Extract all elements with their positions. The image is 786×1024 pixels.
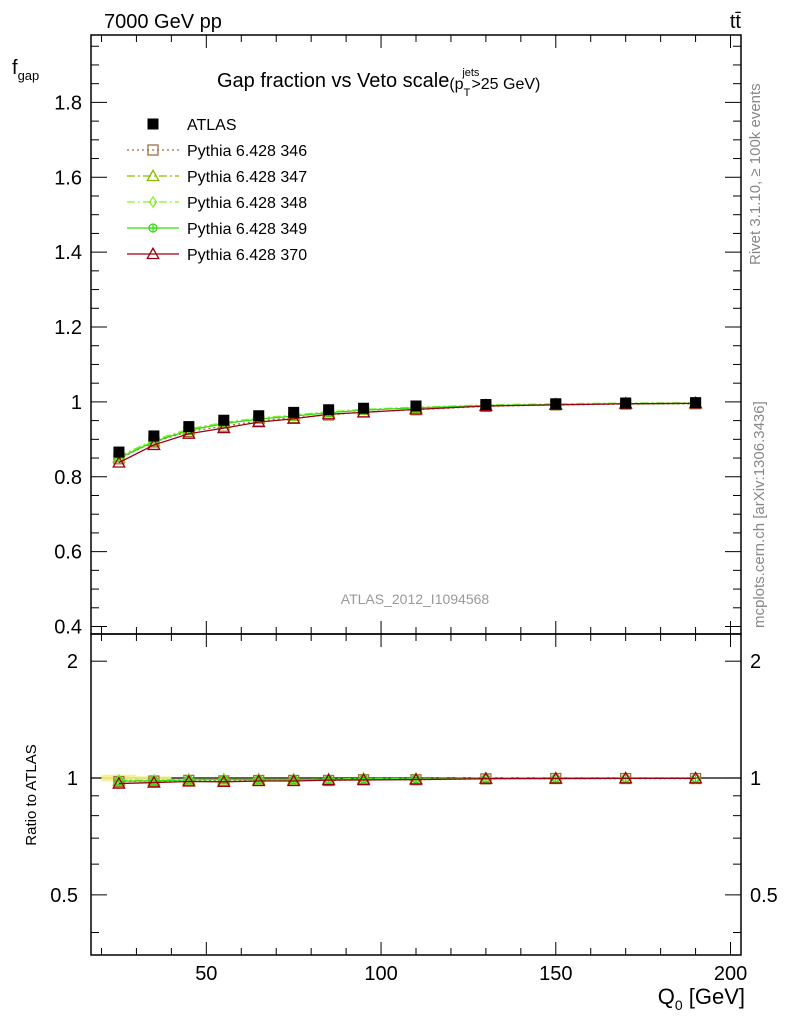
y-axis-label: fgap (12, 57, 39, 83)
y-tick-label: 0.4 (54, 617, 82, 639)
legend-label: Pythia 6.428 346 (187, 143, 307, 160)
rivet-label: Rivet 3.1.10, ≥ 100k events (747, 83, 764, 265)
x-axis-label-main: Q (658, 984, 675, 1009)
ratio-series-point (112, 776, 126, 789)
series-line (118, 402, 696, 464)
legend-entry: Pythia 6.428 349 (127, 221, 307, 238)
series-point (147, 437, 161, 451)
legend-marker (146, 246, 160, 260)
x-axis-label: Q0 [GeV] (658, 984, 745, 1013)
legend-entry: Pythia 6.428 370 (127, 246, 307, 264)
ratio-series-point (181, 774, 196, 787)
ratio-series-line (118, 777, 696, 785)
data-point (550, 398, 562, 410)
y-tick-label: 0.6 (54, 542, 82, 564)
x-tick-label: 100 (364, 963, 397, 985)
legend-label: Pythia 6.428 348 (187, 195, 307, 212)
ratio-tick-label-left: 2 (67, 651, 78, 673)
legend-entry: Pythia 6.428 346 (127, 143, 307, 160)
energy-label: 7000 GeV pp (104, 11, 222, 33)
legend-label: ATLAS (187, 117, 237, 134)
ratio-series-point (147, 775, 161, 788)
x-tick-label: 50 (195, 963, 217, 985)
data-point (410, 400, 422, 412)
data-point (620, 397, 632, 409)
legend-entry: Pythia 6.428 347 (127, 168, 307, 186)
series-point (112, 455, 126, 468)
x-axis-label-unit: [GeV] (683, 984, 745, 1009)
series-point (216, 421, 231, 434)
ratio-panel-frame (90, 633, 742, 956)
series-line (118, 401, 696, 457)
legend-marker (147, 144, 159, 156)
data-series (113, 397, 702, 458)
x-tick-label: 200 (714, 963, 747, 985)
title-condition-sup: jets (461, 67, 480, 79)
data-point (253, 410, 265, 422)
x-axis-label-sub: 0 (675, 997, 683, 1013)
ratio-series-point (688, 771, 703, 784)
title-condition-sub: T (464, 87, 471, 99)
axes-group: 50 100 150 200 0.4 0.6 0.8 1 1.2 1.4 1.6 1.8 0.5 0.5 1… (50, 35, 778, 985)
y-tick-label: 1 (71, 392, 82, 414)
y-axis-label-main: f (12, 57, 18, 79)
legend-label: Pythia 6.428 347 (187, 169, 307, 186)
data-point (358, 402, 370, 414)
series-line (118, 402, 696, 458)
legend-marker (148, 195, 158, 209)
ratio-series-point (409, 772, 423, 785)
ratio-series-point (286, 773, 301, 787)
title-condition-suffix: >25 GeV) (471, 76, 540, 93)
ratio-series-point (618, 771, 633, 784)
ratio-tick-label-right: 1 (750, 768, 761, 790)
legend-marker (146, 168, 160, 182)
ratio-tick-label-left: 0.5 (50, 885, 78, 907)
data-point (288, 406, 300, 418)
analysis-watermark: ATLAS_2012_I1094568 (341, 591, 490, 607)
ratio-series-point (251, 773, 266, 787)
ratio-series-point (216, 774, 231, 787)
series-point (251, 415, 266, 428)
legend: ATLAS Pythia 6.428 346 Pythia 6.428 347 Pyt… (127, 117, 307, 264)
ratio-series-point (356, 772, 371, 786)
data-point (148, 430, 160, 442)
legend-entry: ATLAS (147, 117, 237, 134)
title-condition-prefix: (p (449, 76, 463, 93)
mcplots-label: mcplots.cern.ch [arXiv:1306.3436] (751, 401, 768, 628)
chart-title: Gap fraction vs Veto scale(pTjets >25 GeV… (217, 67, 540, 99)
ratio-y-axis-label: Ratio to ATLAS (23, 744, 40, 845)
data-point (323, 404, 335, 416)
data-point (183, 421, 195, 433)
chart-title-main: Gap fraction vs Veto scale (217, 70, 449, 92)
ratio-series-point (479, 771, 493, 784)
series-group (112, 395, 703, 789)
x-tick-label: 150 (539, 963, 572, 985)
ratio-tick-label-left: 1 (67, 768, 78, 790)
y-tick-label: 1.8 (54, 92, 82, 114)
y-tick-label: 1.4 (54, 242, 82, 264)
data-point (480, 399, 492, 411)
legend-marker (148, 223, 158, 233)
series-point (286, 411, 301, 424)
y-tick-label: 0.8 (54, 467, 82, 489)
y-axis-label-sub: gap (18, 68, 40, 83)
y-tick-label: 1.2 (54, 317, 82, 339)
ratio-series-point (321, 773, 336, 786)
legend-label: Pythia 6.428 370 (187, 247, 307, 264)
legend-marker (147, 118, 159, 130)
ratio-tick-label-right: 2 (750, 651, 761, 673)
data-point (690, 397, 702, 409)
legend-label: Pythia 6.428 349 (187, 221, 307, 238)
series-point (181, 426, 196, 439)
ratio-series-point (359, 772, 368, 785)
process-label: tt̄ (730, 11, 742, 33)
ratio-series-point (548, 771, 563, 784)
ratio-tick-label-right: 0.5 (750, 885, 778, 907)
data-point (218, 414, 230, 426)
legend-entry: Pythia 6.428 348 (127, 195, 307, 212)
data-point (113, 446, 125, 458)
y-tick-label: 1.6 (54, 167, 82, 189)
